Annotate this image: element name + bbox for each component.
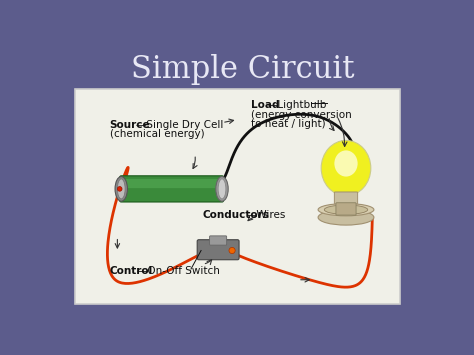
Text: —On-Off Switch: —On-Off Switch bbox=[137, 266, 219, 276]
FancyBboxPatch shape bbox=[197, 240, 239, 260]
Text: —Wires: —Wires bbox=[246, 211, 285, 220]
Text: Simple Circuit: Simple Circuit bbox=[131, 54, 355, 85]
Ellipse shape bbox=[324, 205, 368, 214]
FancyBboxPatch shape bbox=[210, 236, 227, 245]
FancyBboxPatch shape bbox=[334, 192, 357, 207]
Text: Source: Source bbox=[109, 120, 150, 130]
Ellipse shape bbox=[115, 176, 128, 201]
Ellipse shape bbox=[318, 203, 374, 216]
Text: Conductors: Conductors bbox=[202, 211, 270, 220]
Ellipse shape bbox=[321, 140, 371, 196]
FancyBboxPatch shape bbox=[336, 203, 356, 215]
Circle shape bbox=[229, 247, 235, 253]
Text: Load: Load bbox=[251, 100, 280, 110]
Ellipse shape bbox=[118, 179, 125, 199]
Ellipse shape bbox=[218, 179, 226, 199]
Ellipse shape bbox=[216, 176, 228, 201]
Text: to heat / light): to heat / light) bbox=[251, 119, 326, 129]
FancyBboxPatch shape bbox=[120, 176, 224, 202]
Text: Control: Control bbox=[109, 266, 153, 276]
Text: —Lightbulb: —Lightbulb bbox=[268, 100, 327, 110]
Text: (energy conversion: (energy conversion bbox=[251, 110, 352, 120]
FancyBboxPatch shape bbox=[75, 89, 400, 304]
Text: —Single Dry Cell: —Single Dry Cell bbox=[136, 120, 223, 130]
Ellipse shape bbox=[318, 210, 374, 225]
Circle shape bbox=[118, 187, 122, 191]
Text: (chemical energy): (chemical energy) bbox=[109, 129, 204, 139]
FancyBboxPatch shape bbox=[124, 179, 219, 188]
Ellipse shape bbox=[334, 151, 357, 176]
